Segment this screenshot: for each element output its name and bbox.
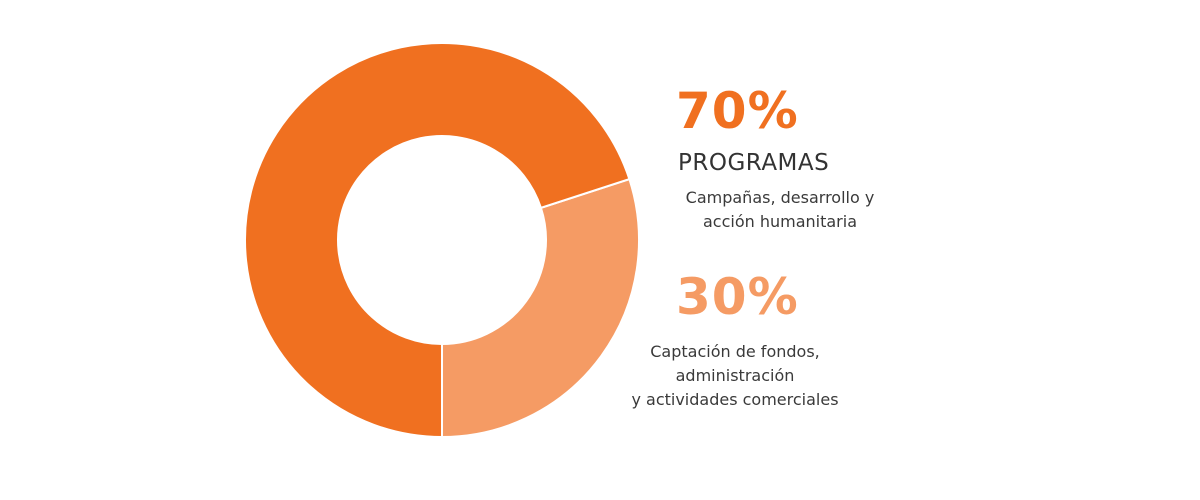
fundraising-description-line: administración [675,366,795,385]
programas-description-line: Campañas, desarrollo y [685,188,875,207]
donut-slice-fundraising [441,177,640,439]
donut-slice-programas [244,42,631,439]
fundraising-description: Captación de fondos, administración y ac… [600,340,870,412]
fundraising-description-line: Captación de fondos, [650,342,820,361]
programas-title: PROGRAMAS [678,150,830,176]
programas-description: Campañas, desarrollo y acción humanitari… [660,186,900,234]
programas-percentage: 70% [676,82,799,140]
programas-description-line: acción humanitaria [702,212,858,231]
fundraising-percentage: 30% [676,268,799,326]
fundraising-description-line: y actividades comerciales [631,390,839,409]
